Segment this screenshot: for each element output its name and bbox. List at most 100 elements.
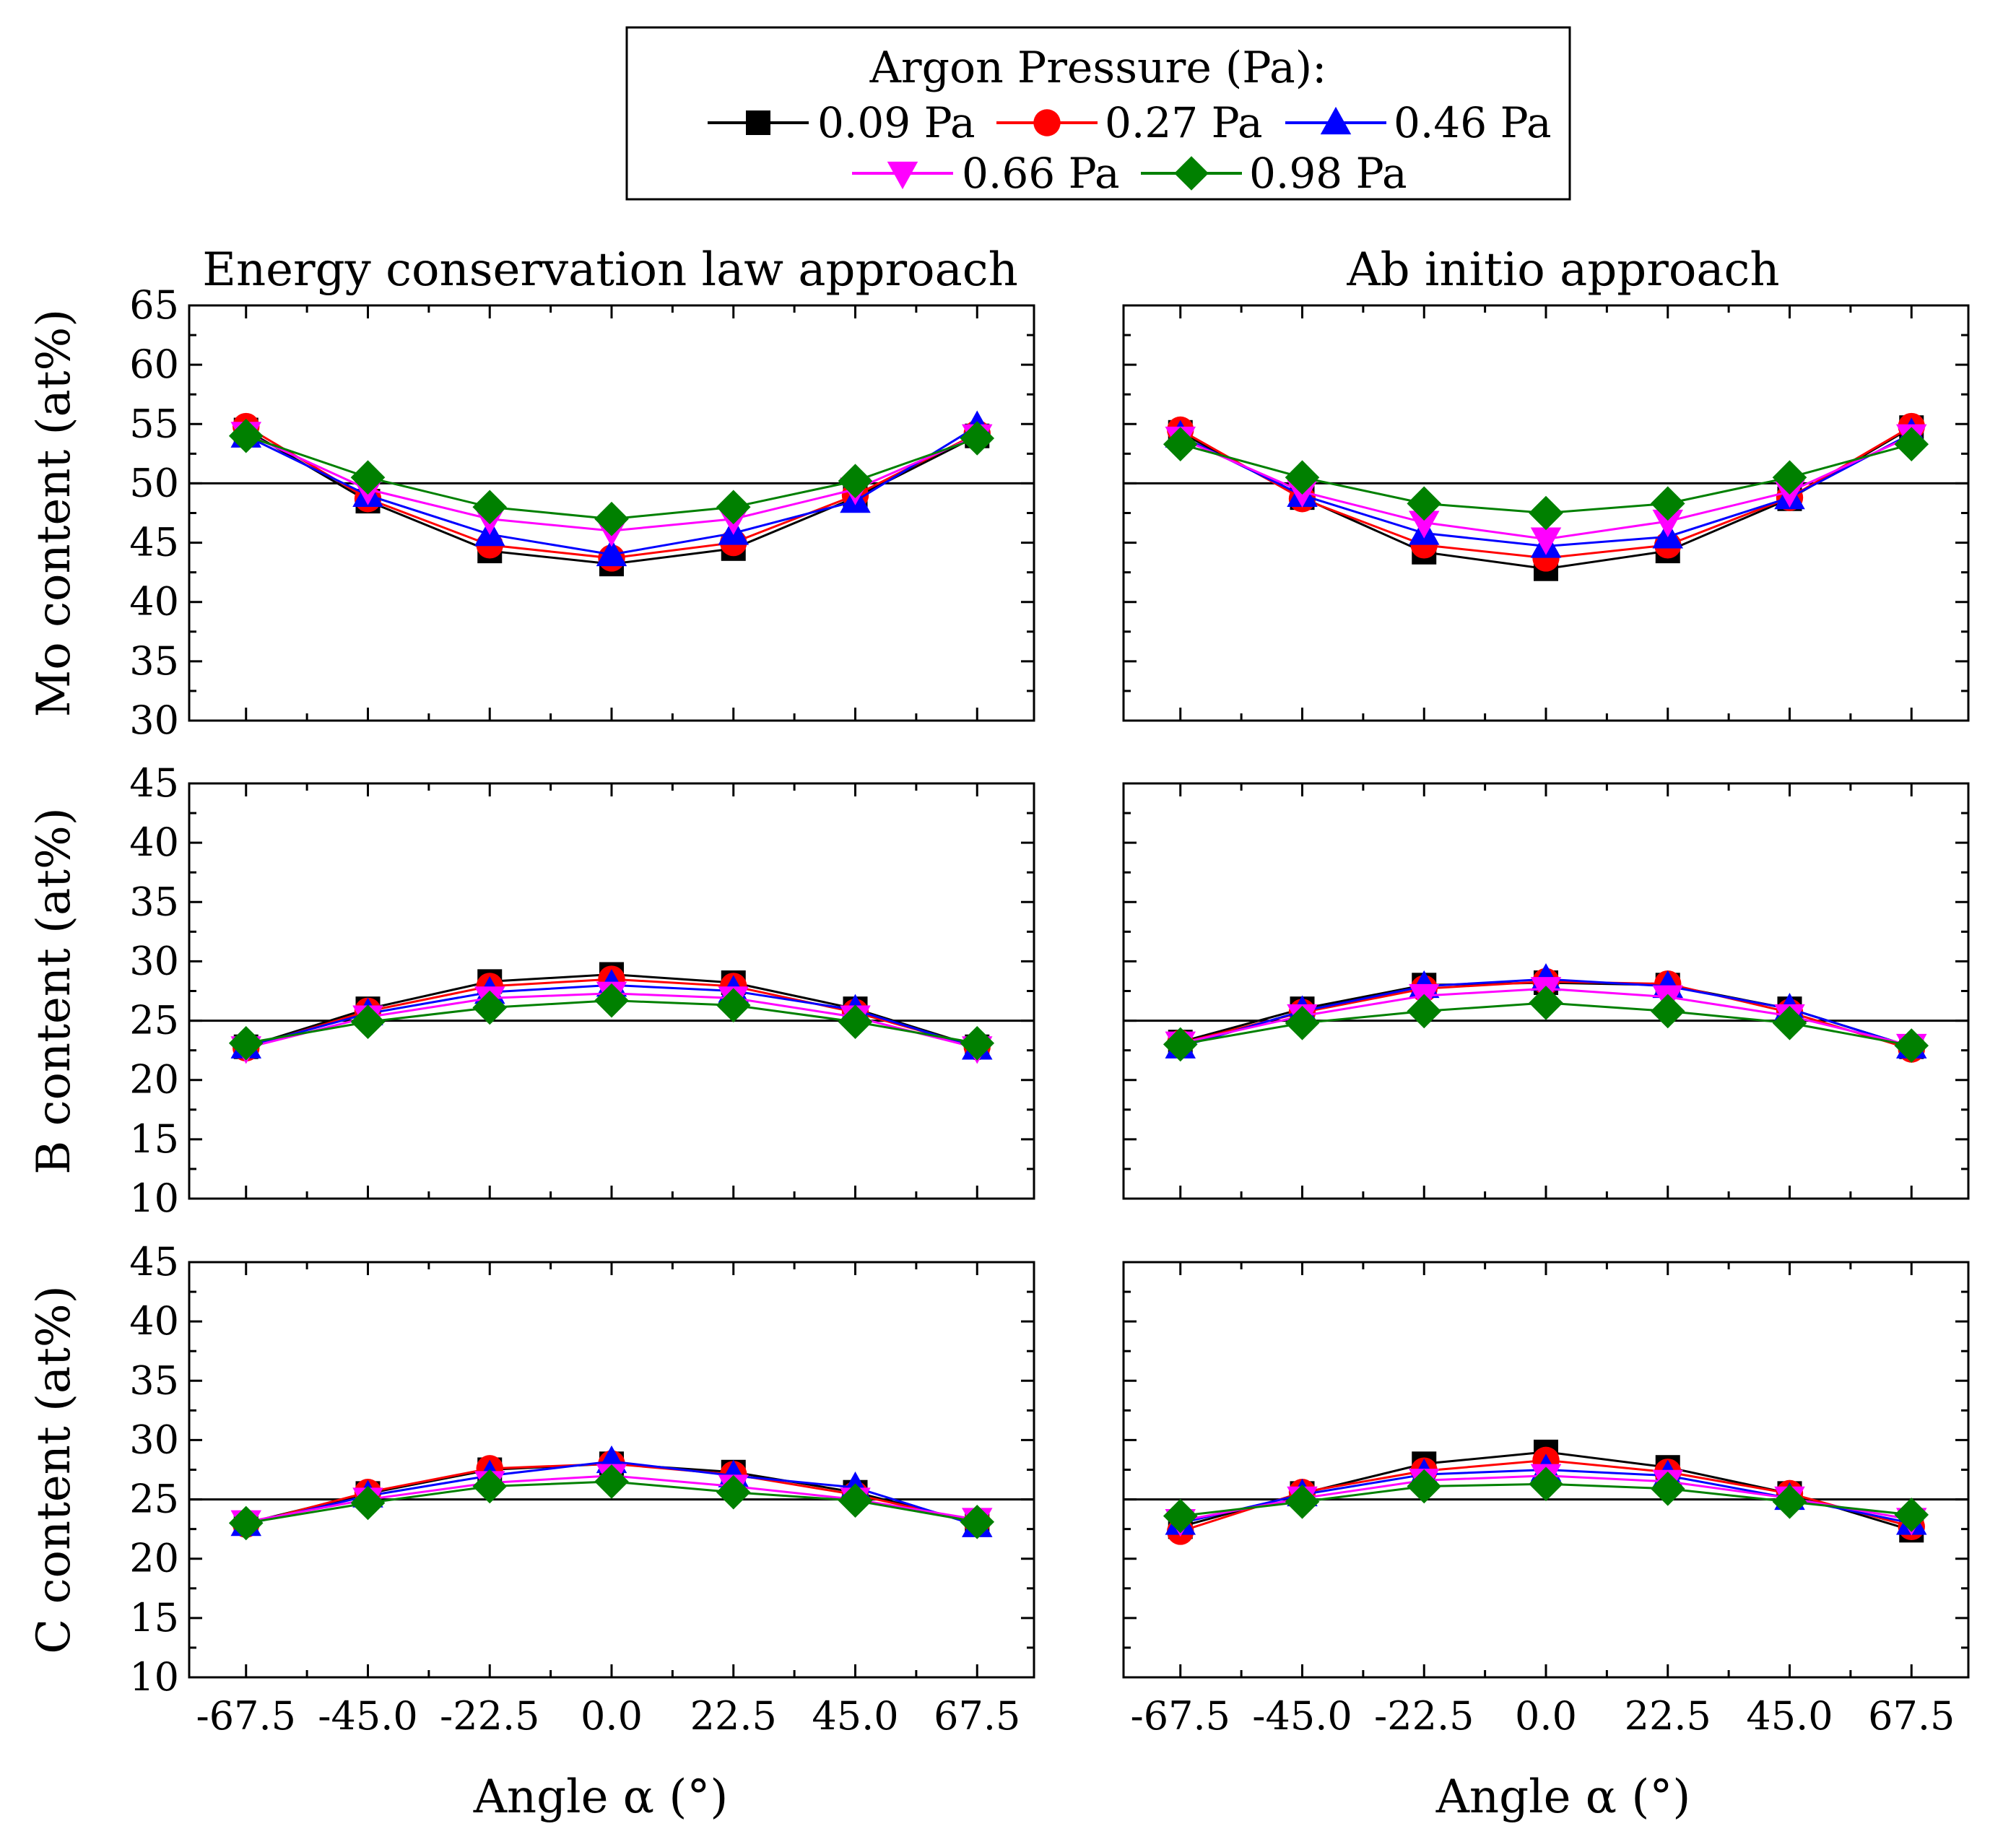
data-point (1163, 427, 1198, 462)
y-tick-label: 45 (129, 520, 179, 565)
y-tick-label: 60 (129, 342, 179, 387)
y-tick-label: 15 (129, 1595, 179, 1640)
y-tick-label: 25 (129, 1477, 179, 1522)
y-tick-label: 40 (129, 579, 179, 625)
series-0.98-Pa (228, 983, 995, 1061)
data-point (350, 1485, 386, 1521)
data-point (1652, 509, 1683, 538)
x-tick-label: -45.0 (1252, 1693, 1352, 1739)
y-tick-label: 10 (129, 1175, 179, 1221)
data-point (1407, 994, 1442, 1029)
data-point (228, 1505, 264, 1541)
y-tick-label: 30 (129, 1417, 179, 1462)
y-tick-label: 30 (129, 697, 179, 743)
data-point (960, 1504, 995, 1539)
legend: Argon Pressure (Pa): 0.09 Pa 0.27 Pa 0.46 … (625, 26, 1571, 201)
data-point (1285, 1006, 1320, 1040)
data-point (1529, 986, 1563, 1020)
y-axis-title: B content (at%) (27, 807, 81, 1174)
data-point (228, 1025, 264, 1061)
y-tick-label: 65 (129, 282, 179, 328)
x-tick-label: 0.0 (581, 1693, 643, 1739)
data-point (1650, 486, 1685, 521)
legend-entry: 0.09 Pa (708, 98, 976, 147)
data-point (960, 421, 995, 456)
data-point (228, 418, 264, 453)
series-0.98-Pa (1163, 427, 1929, 531)
data-point (1894, 1498, 1929, 1532)
y-tick-label: 45 (129, 760, 179, 806)
x-tick-label: -22.5 (1374, 1693, 1474, 1739)
data-point (1163, 1027, 1198, 1062)
legend-marker-circle (1033, 109, 1061, 136)
legend-entry: 0.98 Pa (1141, 149, 1407, 198)
x-tick-label: 22.5 (690, 1693, 777, 1739)
data-point (350, 1004, 386, 1040)
legend-marker-triangle-down (887, 161, 918, 190)
y-tick-label: 40 (129, 820, 179, 865)
series-0.98-Pa (228, 1464, 995, 1541)
data-point (594, 1464, 629, 1499)
data-point (1894, 427, 1929, 462)
y-tick-label: 10 (129, 1654, 179, 1700)
legend-label: 0.66 Pa (962, 149, 1120, 198)
legend-entry: 0.66 Pa (852, 149, 1120, 198)
data-point (1163, 1498, 1198, 1534)
x-tick-label: -22.5 (440, 1693, 539, 1739)
data-point (960, 1025, 995, 1061)
legend-title: Argon Pressure (Pa): (869, 43, 1327, 93)
x-tick-label: -67.5 (196, 1693, 296, 1739)
y-tick-label: 35 (129, 638, 179, 684)
legend-marker-triangle-up (1320, 106, 1352, 135)
panel-3-2: -67.5 -45.0 -22.5 0.0 22.5 45.0 67.5 (1122, 1261, 1970, 1739)
data-point (472, 490, 508, 525)
y-tick-label: 20 (129, 1057, 179, 1103)
series-0.98-Pa (228, 418, 995, 536)
legend-marker-diamond (1174, 156, 1209, 191)
data-point (1285, 1485, 1320, 1519)
data-point (716, 490, 751, 525)
legend-box (625, 26, 1571, 201)
data-point (1772, 1006, 1807, 1040)
panel-2-1: 10 15 20 25 30 35 40 45 B content (at%) (27, 760, 1035, 1221)
x-tick-label: 0.0 (1515, 1693, 1577, 1739)
series-0.66-Pa (1165, 424, 1927, 555)
data-point (716, 1474, 751, 1510)
x-tick-label: -45.0 (318, 1693, 417, 1739)
legend-entry: 0.27 Pa (996, 98, 1263, 147)
y-tick-label: 50 (129, 460, 179, 505)
x-tick-label: 22.5 (1625, 1693, 1711, 1739)
legend-label: 0.09 Pa (817, 98, 976, 147)
data-point (838, 464, 873, 498)
data-point (1407, 1469, 1442, 1504)
column-title-left: Energy conservation law approach (202, 243, 1018, 297)
x-tick-label: 45.0 (812, 1693, 898, 1739)
panel-1-2 (1122, 304, 1970, 722)
data-point (838, 1004, 873, 1040)
legend-marker-square (746, 110, 770, 135)
data-point (594, 983, 629, 1018)
data-point (1772, 460, 1807, 495)
x-tick-label: 67.5 (934, 1693, 1020, 1739)
y-tick-label: 25 (129, 998, 179, 1043)
x-tick-label: 45.0 (1746, 1693, 1833, 1739)
data-point (472, 1469, 508, 1504)
data-point (1529, 495, 1563, 531)
y-axis-title: C content (at%) (27, 1285, 81, 1653)
data-point (1285, 460, 1320, 495)
data-point (838, 1483, 873, 1518)
y-tick-label: 45 (129, 1239, 179, 1285)
x-tick-label: -67.5 (1131, 1693, 1230, 1739)
data-point (1530, 527, 1562, 555)
data-point (1407, 486, 1442, 521)
series-0.98-Pa (1163, 986, 1929, 1063)
y-tick-label: 35 (129, 879, 179, 924)
y-tick-label: 40 (129, 1298, 179, 1344)
legend-label: 0.98 Pa (1249, 149, 1407, 198)
data-point (1894, 1028, 1929, 1063)
y-tick-label: 55 (129, 401, 179, 446)
data-point (1650, 994, 1685, 1029)
data-point (472, 990, 508, 1025)
data-point (594, 501, 629, 536)
